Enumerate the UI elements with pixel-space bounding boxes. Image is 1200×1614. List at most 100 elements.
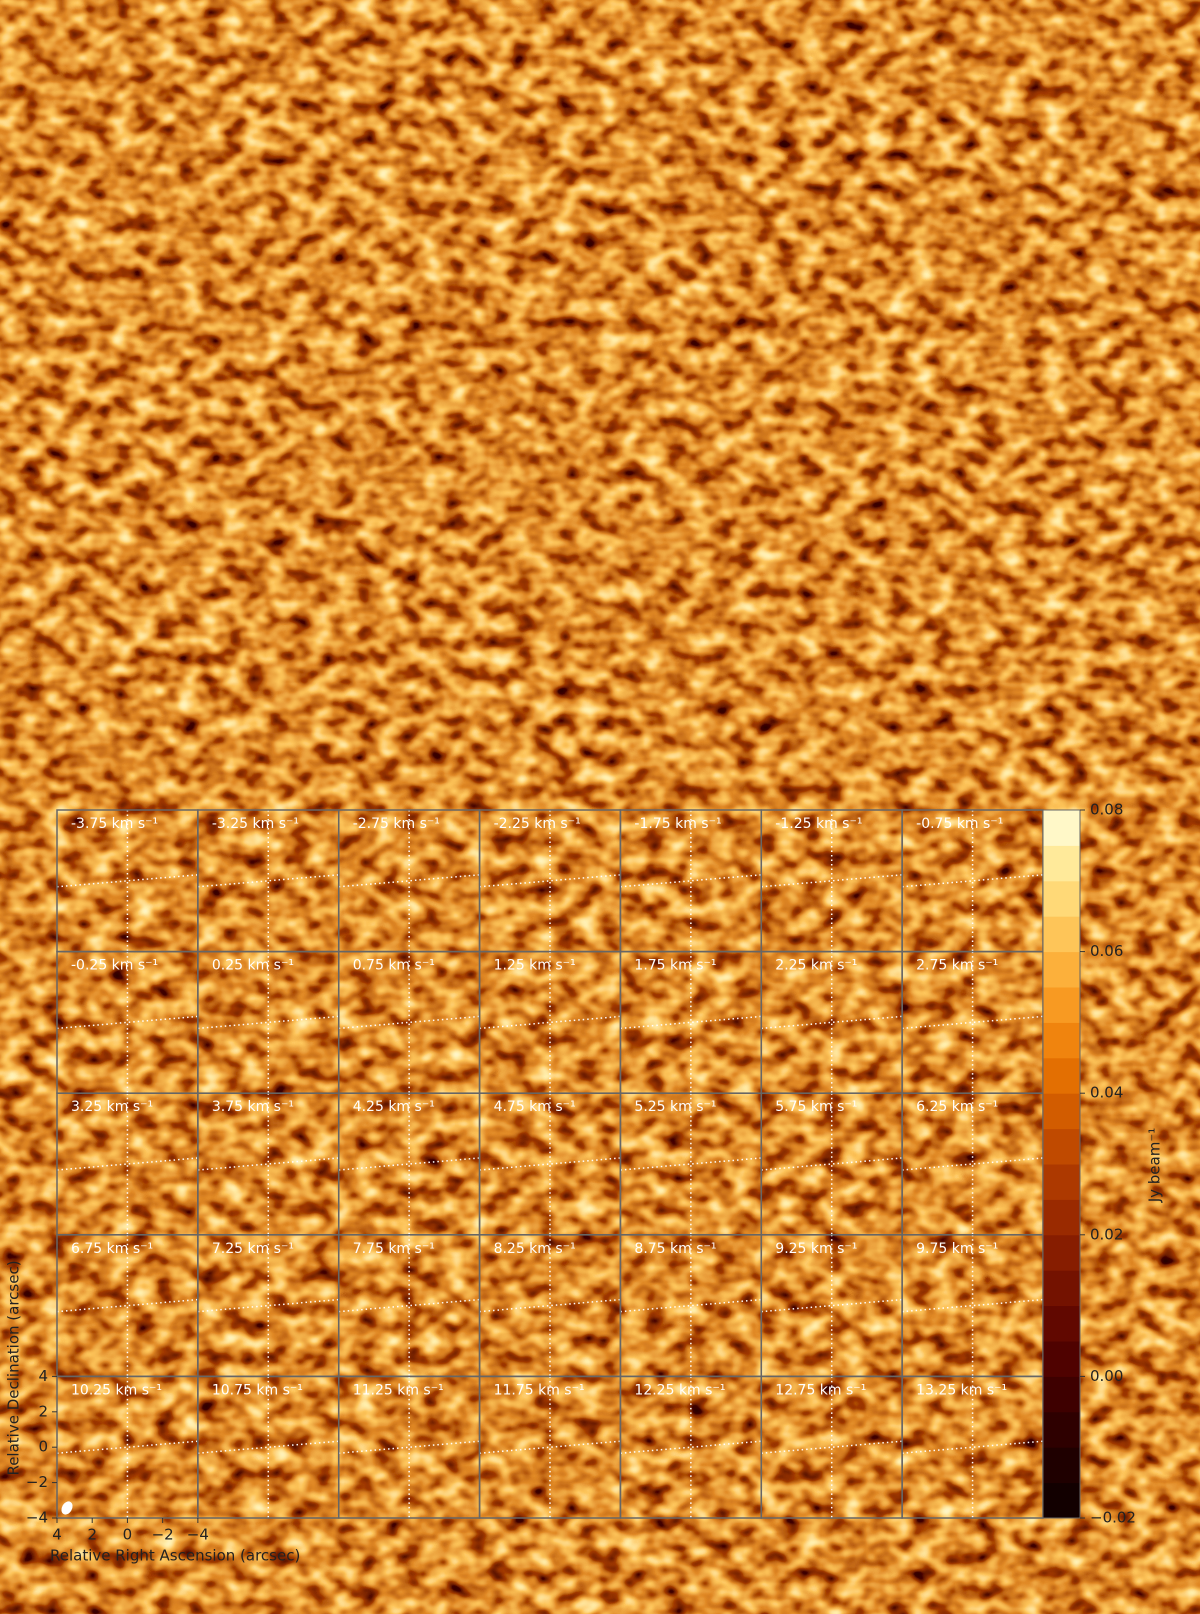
colorbar-band xyxy=(1043,810,1080,846)
colorbar-band xyxy=(1043,541,1080,577)
crosshair xyxy=(479,215,621,230)
colorbar-frame xyxy=(1042,9,1081,719)
crosshair xyxy=(338,357,480,371)
panel-label: 9.75 km s⁻¹ xyxy=(916,441,998,457)
panel-label: 7.75 km s⁻¹ xyxy=(353,1241,435,1257)
colorbar-label: Jy beam⁻¹ xyxy=(1146,328,1164,404)
crosshair xyxy=(761,1440,903,1454)
colorbar-tick-label: 0.02 xyxy=(1090,425,1123,443)
x-tick-label: 4 xyxy=(52,1526,62,1544)
y-tick-label: 2 xyxy=(38,1402,48,1420)
colorbar-band xyxy=(1043,1128,1080,1165)
panel-label: 12.75 km s⁻¹ xyxy=(775,1382,866,1398)
crosshair xyxy=(197,1440,339,1454)
crosshair xyxy=(902,357,1044,371)
y-axis-label: Relative Declination (arcsec) xyxy=(5,460,23,675)
colorbar-band xyxy=(1043,1164,1080,1200)
crosshair xyxy=(479,1157,621,1171)
crosshair xyxy=(761,1298,903,1313)
colorbar-tick-label: 0.04 xyxy=(1090,284,1123,302)
panel-label: 8.25 km s⁻¹ xyxy=(494,441,576,457)
colorbar-band xyxy=(1043,1234,1080,1271)
colorbar-tick-label: 0.08 xyxy=(1090,1,1123,19)
crosshair xyxy=(620,1015,762,1030)
colorbar-band xyxy=(1043,1447,1080,1484)
colorbar-band xyxy=(1043,1199,1080,1236)
panel-label: 9.25 km s⁻¹ xyxy=(775,441,857,457)
crosshair xyxy=(56,1440,198,1454)
y-tick-label: −2 xyxy=(26,673,48,691)
panel-label: 7.25 km s⁻¹ xyxy=(212,441,294,457)
panel-label: -3.25 km s⁻¹ xyxy=(212,816,299,832)
colorbar-band xyxy=(1043,987,1080,1023)
crosshair xyxy=(620,498,762,513)
panel-label: 4.75 km s⁻¹ xyxy=(494,299,576,315)
colorbar-band xyxy=(1043,647,1080,684)
colorbar-frame xyxy=(1042,809,1081,1519)
colorbar-band xyxy=(1043,45,1080,82)
crosshair xyxy=(56,1015,198,1030)
crosshair xyxy=(620,874,762,888)
crosshair xyxy=(56,215,198,230)
crosshair xyxy=(338,1440,480,1454)
crosshair xyxy=(197,498,339,513)
crosshair xyxy=(620,1440,762,1454)
panel-label: -1.25 km s⁻¹ xyxy=(775,16,862,32)
crosshair xyxy=(56,640,198,654)
y-tick-label: 2 xyxy=(38,602,48,620)
panel-label: 5.75 km s⁻¹ xyxy=(775,1099,857,1115)
panel-label: 1.25 km s⁻¹ xyxy=(494,958,576,974)
colorbar-band xyxy=(1043,399,1080,436)
crosshair xyxy=(197,874,339,888)
colorbar-band xyxy=(1043,328,1080,365)
colorbar-tick-label: 0.06 xyxy=(1090,942,1123,960)
y-tick-label: 4 xyxy=(38,567,48,585)
crosshair xyxy=(197,1298,339,1313)
panel-label: 4.75 km s⁻¹ xyxy=(494,1099,576,1115)
crosshair xyxy=(197,1015,339,1030)
crosshair xyxy=(761,357,903,371)
panel-label: 0.25 km s⁻¹ xyxy=(212,958,294,974)
colorbar-band xyxy=(1043,845,1080,882)
colorbar-band xyxy=(1043,293,1080,330)
crosshair xyxy=(197,640,339,654)
colorbar-tick-label: −0.02 xyxy=(1090,1509,1136,1527)
colorbar-tick-label: 0.04 xyxy=(1090,1084,1123,1102)
y-tick-label: 0 xyxy=(38,1438,48,1456)
colorbar-band xyxy=(1043,80,1080,117)
crosshair xyxy=(620,215,762,230)
colorbar-band xyxy=(1043,257,1080,294)
colorbar-band xyxy=(1043,1057,1080,1094)
beam xyxy=(61,1501,73,1515)
panel-label: 9.25 km s⁻¹ xyxy=(775,1241,857,1257)
crosshair xyxy=(620,1157,762,1171)
crosshair xyxy=(197,357,339,371)
panel-label: 5.75 km s⁻¹ xyxy=(775,299,857,315)
crosshair xyxy=(902,1157,1044,1171)
panel-label: 1.75 km s⁻¹ xyxy=(634,158,716,174)
crosshair xyxy=(761,498,903,513)
panel-label: -0.75 km s⁻¹ xyxy=(916,16,1003,32)
colorbar-label: Jy beam⁻¹ xyxy=(1146,1128,1164,1204)
panel-label: -3.75 km s⁻¹ xyxy=(71,16,158,32)
crosshair xyxy=(761,215,903,230)
crosshair xyxy=(338,215,480,230)
colorbar-band xyxy=(1043,1093,1080,1130)
crosshair xyxy=(620,1298,762,1313)
panel-label: -2.25 km s⁻¹ xyxy=(494,16,581,32)
panel-label: 10.25 km s⁻¹ xyxy=(71,1382,162,1398)
x-tick-label: −2 xyxy=(152,726,174,744)
panel-label: 11.75 km s⁻¹ xyxy=(494,1382,585,1398)
x-axis-label: Relative Right Ascension (arcsec) xyxy=(50,1547,300,1565)
panel-label: 8.75 km s⁻¹ xyxy=(634,441,716,457)
crosshair xyxy=(902,1298,1044,1313)
crosshair xyxy=(56,874,198,888)
panel-label: -2.25 km s⁻¹ xyxy=(494,816,581,832)
crosshair xyxy=(338,1015,480,1030)
colorbar-tick-label: −0.02 xyxy=(1090,709,1136,727)
y-tick-label: 0 xyxy=(38,638,48,656)
panel-label: 12.25 km s⁻¹ xyxy=(634,582,725,598)
panel-label: 3.75 km s⁻¹ xyxy=(212,1099,294,1115)
crosshair xyxy=(479,357,621,371)
crosshair xyxy=(620,357,762,371)
